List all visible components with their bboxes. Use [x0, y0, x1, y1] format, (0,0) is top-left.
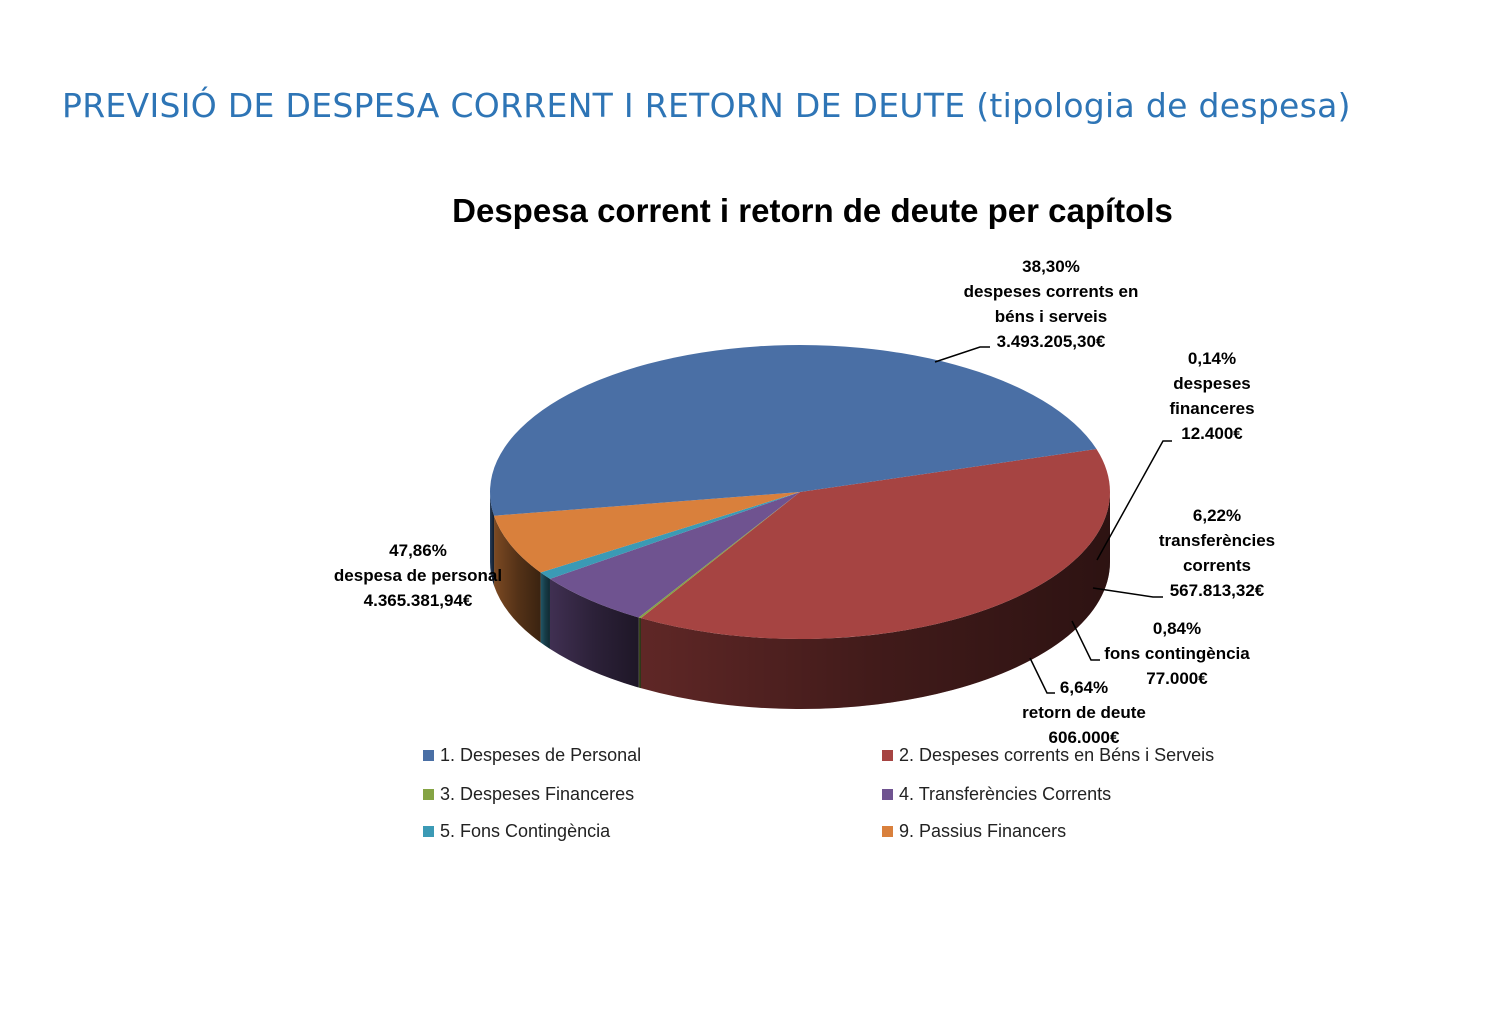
- leader-line: [1092, 587, 1163, 598]
- legend-item: 5. Fons Contingència: [423, 821, 610, 842]
- data-label-fons: 0,84% fons contingència 77.000€: [1104, 616, 1249, 691]
- page-title: PREVISIÓ DE DESPESA CORRENT I RETORN DE …: [62, 86, 1351, 125]
- data-label-percent: 0,84%: [1152, 619, 1202, 638]
- data-label-bens-serveis: 38,30% despeses corrents en béns i serve…: [964, 254, 1139, 354]
- data-label-name: despeses: [1173, 374, 1251, 393]
- data-label-retorn-deute: 6,64% retorn de deute 606.000€: [1022, 675, 1146, 750]
- data-label-transferencies: 6,22% transferències corrents 567.813,32…: [1159, 503, 1275, 603]
- pie-slice: [640, 449, 1111, 639]
- data-label-name: corrents: [1182, 556, 1252, 575]
- data-label-amount: 606.000€: [1048, 728, 1120, 747]
- pie-slice-side-shade: [540, 572, 550, 649]
- data-label-name: fons contingència: [1104, 644, 1250, 663]
- legend-label: 9. Passius Financers: [899, 821, 1067, 841]
- leader-line: [934, 346, 990, 363]
- legend-label: 2. Despeses corrents en Béns i Serveis: [899, 745, 1215, 765]
- pie-slice: [540, 492, 800, 579]
- pie-slice-side-shade: [640, 492, 1110, 710]
- pie-slice: [549, 492, 800, 618]
- legend-item: 2. Despeses corrents en Béns i Serveis: [882, 745, 1214, 766]
- pie-slice-side-shade: [494, 515, 541, 643]
- data-label-amount: 567.813,32€: [1169, 581, 1265, 600]
- data-label-percent: 38,30%: [1022, 257, 1080, 276]
- legend-swatch: [423, 826, 434, 837]
- legend-swatch: [882, 789, 893, 800]
- pie-slice: [494, 492, 800, 573]
- data-label-name: transferències: [1158, 531, 1276, 550]
- pie-slice: [490, 345, 1097, 516]
- data-label-name: retorn de deute: [1022, 703, 1146, 722]
- pie-slice-side-shade: [490, 492, 495, 586]
- data-label-percent: 6,64%: [1059, 678, 1109, 697]
- legend-label: 4. Transferències Corrents: [899, 784, 1112, 804]
- legend-swatch: [882, 826, 893, 837]
- data-label-personal: 47,86% despesa de personal 4.365.381,94€: [334, 538, 502, 613]
- legend-swatch: [882, 750, 893, 761]
- data-label-name: béns i serveis: [994, 307, 1108, 326]
- pie-slice-side-shade: [549, 578, 639, 688]
- pie-slice: [638, 492, 800, 619]
- data-label-name: despesa de personal: [333, 566, 503, 585]
- legend-label: 5. Fons Contingència: [440, 821, 611, 841]
- legend-item: 1. Despeses de Personal: [423, 745, 641, 766]
- legend-swatch: [423, 789, 434, 800]
- pie-slice-side-shade: [638, 617, 641, 689]
- legend-swatch: [423, 750, 434, 761]
- data-label-amount: 3.493.205,30€: [996, 332, 1106, 351]
- data-label-amount: 77.000€: [1146, 669, 1208, 688]
- leader-line: [1096, 440, 1172, 561]
- legend-item: 4. Transferències Corrents: [882, 784, 1111, 805]
- chart-title: Despesa corrent i retorn de deute per ca…: [452, 192, 1173, 229]
- legend-item: 3. Despeses Financeres: [423, 784, 634, 805]
- legend-label: 3. Despeses Financeres: [440, 784, 635, 804]
- data-label-amount: 12.400€: [1181, 424, 1243, 443]
- leader-line: [1071, 620, 1100, 661]
- legend-item: 9. Passius Financers: [882, 821, 1066, 842]
- data-label-percent: 6,22%: [1192, 506, 1242, 525]
- data-label-financeres: 0,14% despeses financeres 12.400€: [1169, 346, 1254, 446]
- data-label-name: financeres: [1169, 399, 1255, 418]
- data-label-amount: 4.365.381,94€: [363, 591, 473, 610]
- leader-line: [1029, 657, 1055, 694]
- legend-label: 1. Despeses de Personal: [440, 745, 642, 765]
- data-label-percent: 47,86%: [389, 541, 447, 560]
- data-label-percent: 0,14%: [1187, 349, 1237, 368]
- data-label-name: despeses corrents en: [963, 282, 1139, 301]
